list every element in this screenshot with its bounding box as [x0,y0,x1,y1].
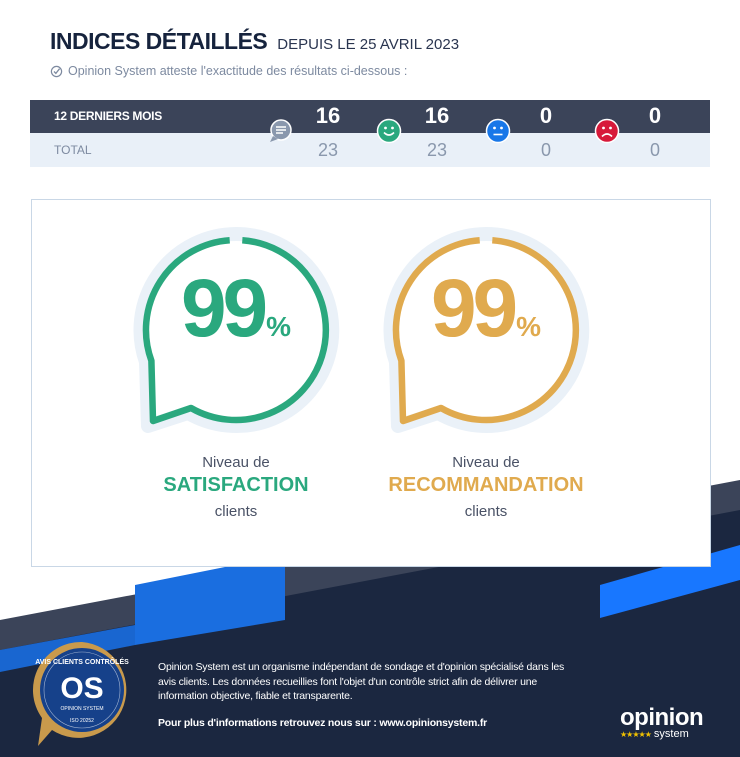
page-subtitle: DEPUIS LE 25 AVRIL 2023 [277,36,460,53]
recommendation-caption: Niveau de RECOMMANDATION clients [388,454,584,520]
page-header: INDICES DÉTAILLÉS DEPUIS LE 25 AVRIL 202… [50,28,459,55]
svg-text:OPINION SYSTEM: OPINION SYSTEM [60,706,103,712]
scores-card: 99% Niveau de SATISFACTION clients 99% N… [31,199,711,567]
row-total: TOTAL 23 23 0 0 [30,133,710,167]
count-reviews: 16 [315,103,341,128]
satisfaction-value: 99% [180,263,292,354]
footer-more-info: Pour plus d'informations retrouvez nous … [158,716,488,729]
stars-icon: ★★★★★ [620,730,652,739]
count-neutral: 0 [539,103,553,128]
row-label: TOTAL [54,143,92,157]
count-positive: 16 [424,103,450,128]
recommendation-value: 99% [430,263,542,354]
total-reviews: 23 [317,140,339,160]
page-title: INDICES DÉTAILLÉS [50,28,268,54]
neutral-face-icon [485,118,511,144]
svg-text:OS: OS [60,672,103,705]
avis-clients-controles-badge: OS AVIS CLIENTS CONTRÔLÉS OPINION SYSTEM… [32,641,129,746]
total-positive: 23 [426,140,448,160]
footer-text: Opinion System est un organisme indépend… [158,660,578,730]
satisfaction-bubble-ring [133,226,340,433]
sad-face-icon [594,118,620,144]
speech-bubble-icon [270,119,292,142]
total-negative: 0 [649,140,660,160]
total-neutral: 0 [540,140,551,160]
happy-face-icon [376,118,402,144]
attestation: Opinion System atteste l'exactitude des … [50,64,407,78]
row-label: 12 DERNIERS MOIS [54,109,162,123]
svg-text:AVIS CLIENTS CONTRÔLÉS: AVIS CLIENTS CONTRÔLÉS [35,657,129,666]
recommendation-bubble-ring [383,226,590,433]
opinion-system-logo: opinion ★★★★★ system [620,704,704,740]
footer-description: Opinion System est un organisme indépend… [158,661,565,702]
svg-text:ISO 20252: ISO 20252 [70,718,94,724]
satisfaction-caption: Niveau de SATISFACTION clients [163,454,309,520]
count-negative: 0 [648,103,662,128]
check-circle-icon [50,65,63,77]
